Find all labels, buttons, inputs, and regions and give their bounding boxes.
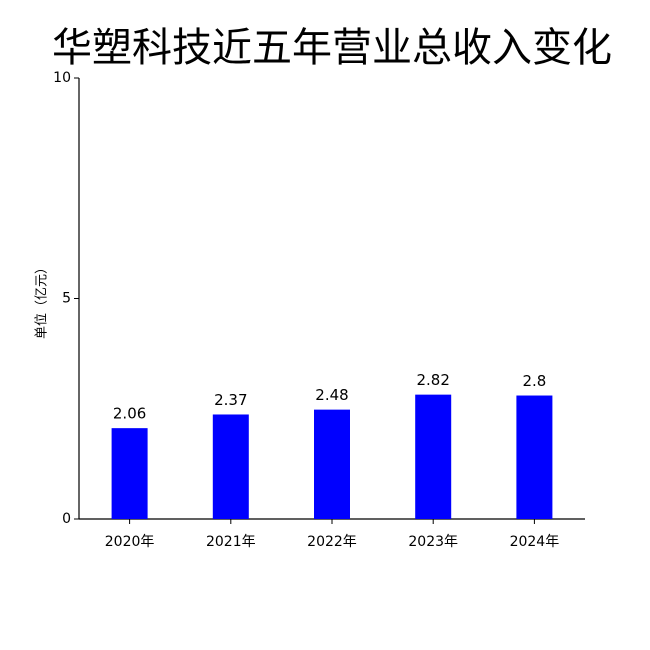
- x-tick-label: 2020年: [105, 534, 155, 550]
- x-tick-label: 2022年: [307, 534, 357, 550]
- y-axis-label: 单位（亿元）: [35, 261, 50, 339]
- x-tick-label: 2023年: [408, 534, 458, 550]
- data-label: 2.48: [315, 386, 348, 404]
- data-label: 2.8: [522, 372, 546, 390]
- bar: [314, 409, 350, 519]
- y-tick-label: 5: [62, 291, 71, 307]
- chart-title: 华塑科技近五年营业总收入变化: [52, 25, 612, 71]
- bar: [415, 394, 452, 519]
- bar: [516, 395, 553, 519]
- y-tick-label: 10: [53, 70, 71, 86]
- x-tick-label: 2024年: [510, 534, 560, 550]
- data-label: 2.06: [113, 405, 146, 423]
- x-tick-label: 2021年: [206, 534, 256, 550]
- data-label: 2.82: [416, 371, 449, 389]
- bar: [111, 428, 148, 519]
- bar: [212, 414, 249, 519]
- data-label: 2.37: [214, 391, 247, 409]
- y-tick-label: 0: [62, 511, 71, 527]
